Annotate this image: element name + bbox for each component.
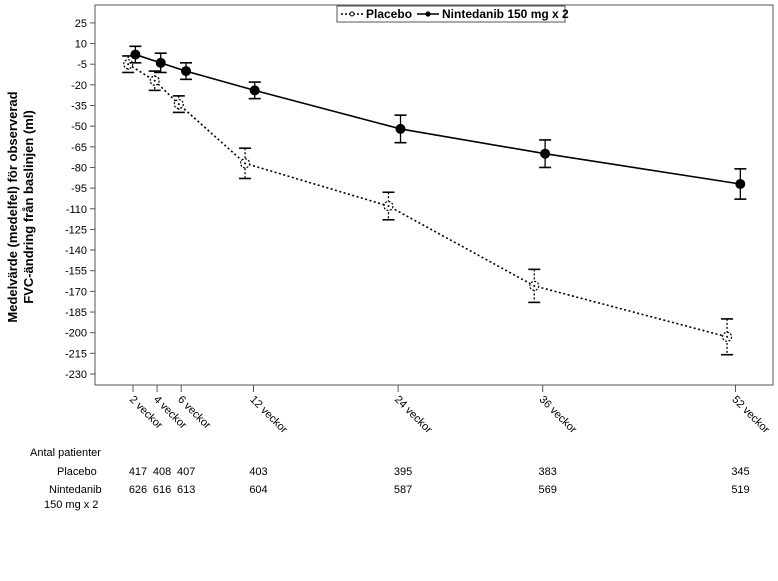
patients-count-cell: 417 [129,466,147,478]
x-tick-label: 24 veckor [392,394,434,436]
y-tick-label: -125 [65,224,87,236]
patients-count-cell: 587 [394,484,412,496]
y-tick-label: -20 [71,80,87,92]
y-tick-label: -230 [65,369,87,381]
series-line-nintedanib [135,53,741,185]
data-point-nintedanib [735,178,746,189]
y-tick-label: -110 [66,204,87,216]
y-tick-label: -65 [71,142,87,154]
legend-box [336,5,566,23]
series-layer [122,45,747,356]
y-tick-label: -170 [65,286,87,298]
y-tick-label: -155 [65,266,87,278]
y-axis-ticks: 25 10 -5 -20 -35 -50 -65 -80 -95 -110 -125 -140 -155… [65,18,95,381]
y-axis-label: Medelvärde (medelfel) för observerad FVC… [5,91,36,322]
y-axis-label-line2: FVC-ändring från baslinjen (ml) [21,110,36,304]
patients-count-cell: 408 [153,466,171,478]
data-point-nintedanib [540,148,551,159]
data-point-center-placebo [726,335,729,338]
data-point-nintedanib [395,123,406,134]
data-point-nintedanib [249,85,260,96]
legend-placebo-marker [349,11,355,17]
patients-table-header: Antal patienter [30,447,101,459]
data-point-nintedanib [155,57,166,68]
patients-row-label-nintedanib-dose: 150 mg x 2 [44,499,98,511]
patients-count-cell: 407 [177,466,195,478]
y-tick-label: -35 [71,101,87,113]
y-tick-label: -215 [65,348,87,360]
patients-count-cell: 613 [177,484,195,496]
patients-count-cell: 616 [153,484,171,496]
legend-nintedanib-label: Nintedanib 150 mg x 2 [442,7,569,21]
patients-table: Antal patienter Placebo Nintedanib 150 m… [30,447,750,511]
y-tick-label: 25 [75,18,87,30]
patients-row-label-placebo: Placebo [57,466,97,478]
patients-table-cells: 417 408 407 403 395 383 345 626 616 613 604 587 569 5… [129,466,750,496]
y-tick-label: -140 [65,245,87,257]
patients-count-cell: 403 [249,466,267,478]
plot-area-frame [94,4,774,386]
y-tick-label: -5 [77,59,87,71]
legend-placebo-label: Placebo [366,7,412,21]
patients-count-cell: 519 [731,484,749,496]
data-point-center-placebo [387,205,390,208]
patients-count-cell: 345 [731,466,749,478]
legend-nintedanib-marker [425,11,431,17]
y-axis-label-line1: Medelvärde (medelfel) för observerad [5,91,20,322]
patients-count-cell: 569 [539,484,557,496]
data-point-center-placebo [244,162,247,165]
patients-count-cell: 604 [249,484,267,496]
data-point-nintedanib [130,49,141,60]
data-point-center-placebo [153,79,156,82]
patients-count-cell: 383 [539,466,557,478]
data-point-center-placebo [127,63,130,66]
y-tick-label: -50 [71,121,87,133]
y-tick-label: 10 [75,39,87,51]
legend: Placebo Nintedanib 150 mg x 2 [336,5,569,23]
x-tick-label: 36 veckor [537,394,579,436]
series-line-placebo [127,63,728,338]
y-tick-label: -95 [71,183,87,195]
x-tick-label: 12 veckor [247,394,289,436]
data-point-nintedanib [181,66,192,77]
patients-row-label-nintedanib: Nintedanib [49,484,102,496]
data-point-center-placebo [177,103,180,106]
x-tick-label: 52 veckor [729,394,771,436]
y-tick-label: -185 [65,307,87,319]
y-tick-label: -80 [71,162,87,174]
y-tick-label: -200 [65,328,87,340]
patients-count-cell: 626 [129,484,147,496]
data-point-center-placebo [533,284,536,287]
patients-count-cell: 395 [394,466,412,478]
